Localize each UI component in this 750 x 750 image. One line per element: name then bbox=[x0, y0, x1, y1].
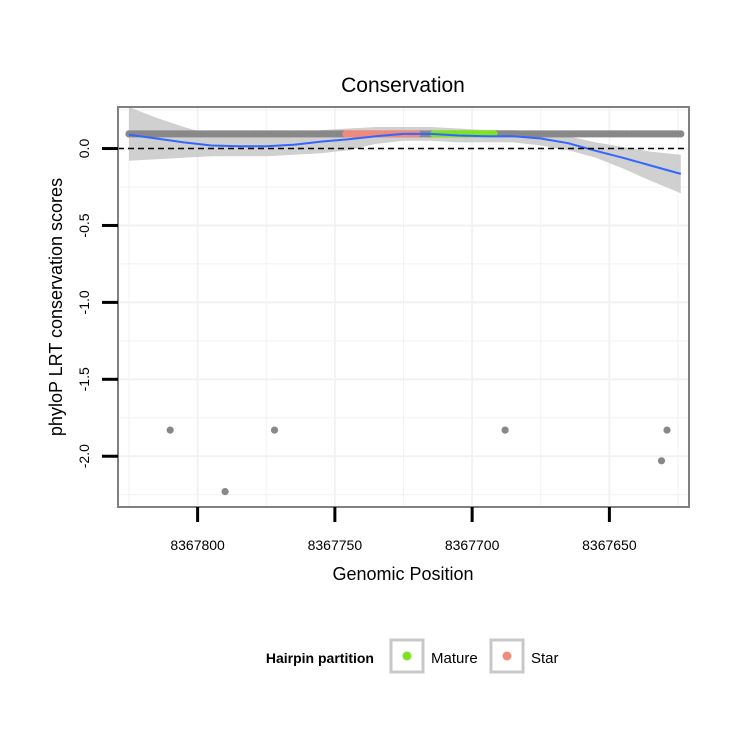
outlier-point bbox=[501, 426, 509, 434]
smooth-line-layer bbox=[128, 132, 682, 175]
chart-title: Conservation bbox=[341, 74, 465, 97]
outlier-point bbox=[657, 457, 666, 465]
panel-border bbox=[117, 106, 690, 508]
legend: Hairpin partition Mature Star bbox=[266, 638, 559, 674]
legend-label-star: Star bbox=[531, 650, 559, 667]
y-axis-label: phyloP LRT conservation scores bbox=[46, 178, 66, 436]
x-axis-label: Genomic Position bbox=[332, 564, 473, 584]
legend-label-mature: Mature bbox=[431, 650, 478, 667]
smooth-trend-line bbox=[128, 132, 682, 175]
legend-title: Hairpin partition bbox=[266, 650, 374, 666]
outlier-point bbox=[663, 426, 671, 434]
x-tick-label: 8367750 bbox=[308, 537, 363, 553]
legend-item-mature: Mature bbox=[389, 638, 478, 674]
outlier-point bbox=[270, 426, 279, 434]
y-tick-label: 0.0 bbox=[76, 139, 92, 159]
confidence-ribbon-layer bbox=[129, 107, 681, 194]
y-tick-label: -1.0 bbox=[76, 290, 92, 314]
outlier-point bbox=[221, 488, 229, 496]
legend-dot-mature bbox=[402, 651, 412, 661]
legend-dot-star bbox=[502, 651, 512, 661]
x-tick-label: 8367700 bbox=[445, 537, 500, 553]
x-tick-label: 8367800 bbox=[170, 537, 225, 553]
y-tick-label: -1.5 bbox=[76, 367, 92, 391]
y-tick-label: -0.5 bbox=[76, 213, 92, 237]
legend-item-star: Star bbox=[489, 638, 559, 674]
x-tick-label: 8367650 bbox=[582, 537, 637, 553]
baseline-score-point bbox=[677, 130, 685, 138]
axes: 8367800 8367750 8367700 8367650 0.0 -0.5 -1.0 -… bbox=[76, 139, 637, 553]
y-tick-label: -2.0 bbox=[76, 444, 92, 468]
confidence-ribbon bbox=[129, 107, 681, 194]
outlier-point bbox=[166, 426, 174, 434]
outlier-points-layer bbox=[166, 426, 671, 496]
grid-lines bbox=[118, 107, 689, 507]
